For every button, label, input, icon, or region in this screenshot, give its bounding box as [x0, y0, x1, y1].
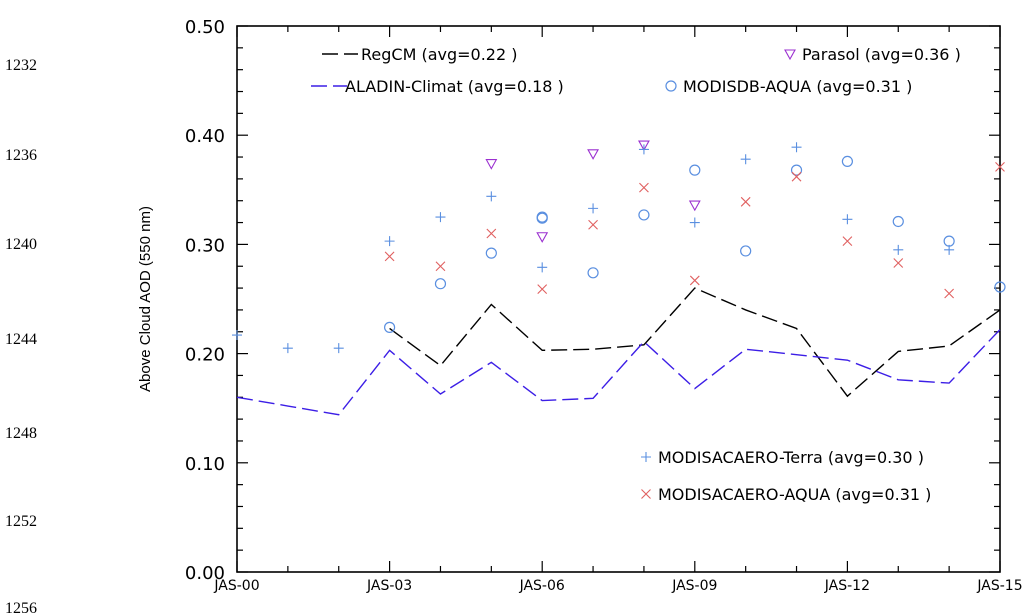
- data-point: [689, 275, 700, 286]
- data-point: [944, 244, 955, 255]
- data-point: [943, 235, 955, 247]
- data-point: [537, 262, 548, 273]
- data-point: [791, 171, 802, 182]
- data-point: [842, 236, 853, 247]
- line-number: 1240: [5, 236, 37, 253]
- data-point: [995, 161, 1005, 172]
- y-tick-label: 0.00: [185, 563, 225, 584]
- data-point: [486, 228, 497, 239]
- data-point: [384, 251, 395, 262]
- x-tick-label: JAS-09: [671, 578, 717, 594]
- data-point: [740, 154, 751, 165]
- legend-swatch: [784, 49, 796, 61]
- x-tick-label: JAS-15: [976, 578, 1022, 594]
- data-point: [536, 211, 548, 223]
- data-point: [740, 196, 751, 207]
- data-point: [588, 203, 599, 214]
- data-point: [689, 164, 701, 176]
- data-point: [892, 215, 904, 228]
- data-point: [688, 200, 701, 212]
- series-line-1: [236, 329, 1001, 416]
- data-point: [486, 191, 497, 202]
- y-tick-label: 0.30: [185, 235, 225, 256]
- y-tick-label: 0.20: [185, 345, 225, 366]
- data-point: [282, 343, 293, 354]
- legend-swatch: [641, 489, 651, 499]
- legend-swatch: [641, 452, 651, 462]
- data-point: [689, 217, 700, 228]
- data-point: [232, 330, 242, 341]
- x-tick-label: JAS-00: [213, 578, 259, 594]
- line-numbers: 1232 1236 1240 1244 1248 1252 1256: [5, 57, 37, 616]
- line-number: 1252: [5, 513, 37, 530]
- legend-label: Parasol (avg=0.36 ): [802, 45, 961, 64]
- data-point: [790, 164, 803, 176]
- data-point: [944, 288, 955, 299]
- data-point: [537, 284, 548, 295]
- data-point: [435, 212, 446, 223]
- y-tick-label: 0.10: [185, 454, 225, 475]
- plot-area: JAS-00 JAS-03 JAS-06 JAS-09 JAS-12 JAS-15 0.00…: [185, 17, 1023, 594]
- data-point: [434, 278, 447, 290]
- data-point: [384, 321, 396, 333]
- legend-label: RegCM (avg=0.22 ): [361, 45, 518, 64]
- data-point: [791, 142, 802, 153]
- legend-label: MODISDB-AQUA (avg=0.31 ): [683, 77, 912, 96]
- line-number: 1232: [5, 57, 37, 74]
- data-point: [333, 343, 344, 354]
- line-number: 1256: [5, 600, 37, 616]
- y-tick-label: 0.40: [185, 126, 225, 147]
- data-point: [485, 159, 498, 170]
- y-axis-label: Above Cloud AOD (550 nm): [137, 206, 154, 392]
- data-point: [588, 219, 598, 230]
- line-number: 1236: [5, 147, 37, 164]
- data-point: [384, 236, 395, 247]
- line-number: 1244: [5, 331, 37, 348]
- data-point: [637, 140, 650, 152]
- data-point: [841, 155, 854, 168]
- data-point: [893, 244, 904, 255]
- data-point: [994, 281, 1006, 293]
- data-point: [893, 258, 904, 268]
- data-point: [587, 267, 599, 279]
- legend-swatch: [665, 80, 677, 92]
- series-line-0: [389, 287, 1001, 398]
- x-tick-label: JAS-03: [366, 578, 412, 594]
- y-tick-label: 0.50: [185, 17, 225, 38]
- x-tick-label: JAS-12: [824, 578, 870, 594]
- data-point: [638, 209, 650, 221]
- data-point: [842, 214, 853, 225]
- legend-label: MODISACAERO-Terra (avg=0.30 ): [658, 448, 924, 467]
- data-point: [639, 182, 649, 193]
- data-point: [536, 232, 549, 243]
- data-point: [435, 261, 446, 272]
- data-point: [485, 247, 497, 259]
- data-point: [638, 144, 649, 155]
- x-tick-label: JAS-06: [519, 578, 565, 594]
- data-point: [740, 245, 752, 257]
- data-point: [587, 149, 600, 160]
- legend-label: MODISACAERO-AQUA (avg=0.31 ): [658, 485, 931, 504]
- line-number: 1248: [5, 425, 37, 442]
- plot-frame: [236, 25, 1001, 573]
- legend-label: ALADIN-Climat (avg=0.18 ): [345, 77, 564, 96]
